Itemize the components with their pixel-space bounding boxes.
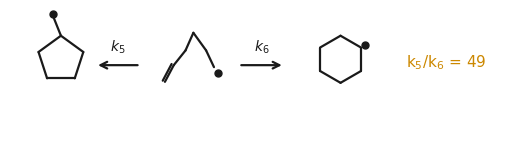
Text: k$_5$: k$_5$ [110,39,125,56]
Text: k$_5$/k$_6$ = 49: k$_5$/k$_6$ = 49 [406,53,487,72]
Text: k$_6$: k$_6$ [254,39,269,56]
